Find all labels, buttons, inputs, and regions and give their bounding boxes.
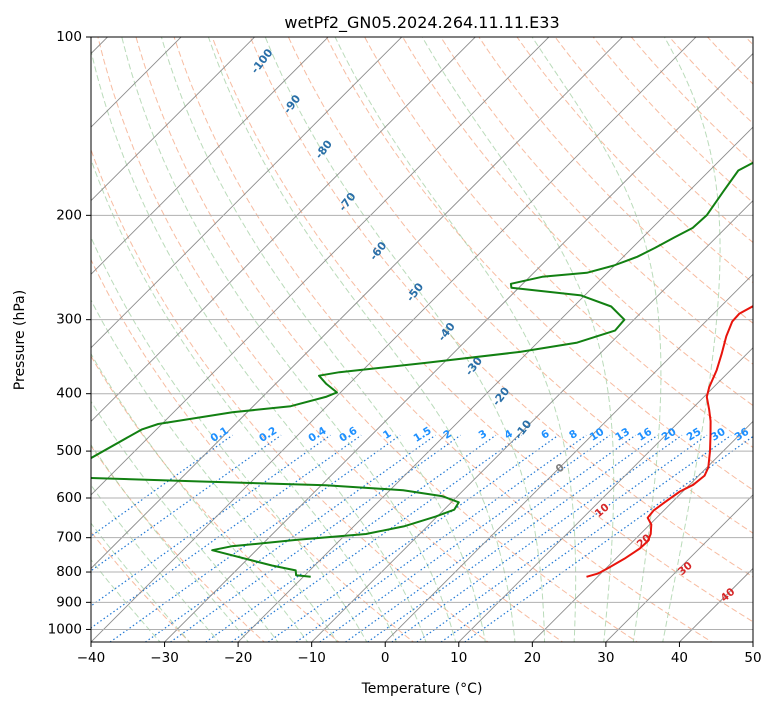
x-tick-label: −30 <box>150 650 179 666</box>
y-tick-label: 900 <box>56 594 82 610</box>
x-tick-label: 0 <box>381 650 390 666</box>
y-tick-label: 800 <box>56 564 82 580</box>
x-tick-label: 20 <box>524 650 541 666</box>
y-tick-label: 700 <box>56 530 82 546</box>
y-tick-label: 500 <box>56 443 82 459</box>
y-tick-label: 400 <box>56 386 82 402</box>
y-tick-label: 100 <box>56 29 82 45</box>
x-tick-label: −20 <box>224 650 253 666</box>
y-tick-label: 600 <box>56 490 82 506</box>
x-tick-label: 40 <box>671 650 688 666</box>
y-tick-label: 1000 <box>48 621 82 637</box>
x-axis-label: Temperature (°C) <box>361 681 483 697</box>
y-tick-label: 200 <box>56 207 82 223</box>
x-tick-label: 50 <box>744 650 761 666</box>
x-tick-label: −40 <box>77 650 106 666</box>
x-tick-label: 10 <box>450 650 467 666</box>
x-tick-label: −10 <box>297 650 326 666</box>
y-tick-label: 300 <box>56 312 82 328</box>
x-tick-label: 30 <box>597 650 614 666</box>
chart-title: wetPf2_GN05.2024.264.11.11.E33 <box>284 13 559 33</box>
y-axis-label: Pressure (hPa) <box>12 290 28 390</box>
